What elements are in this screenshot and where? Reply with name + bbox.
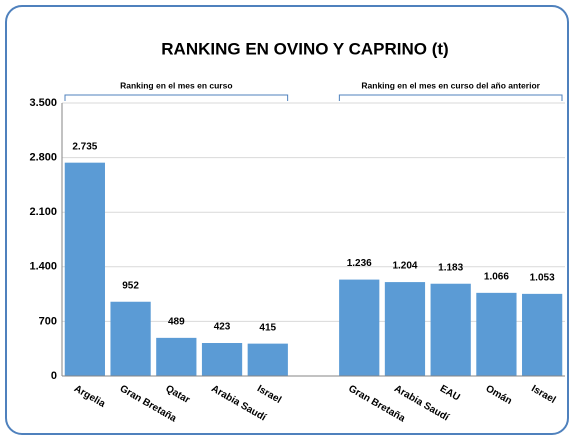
value-label: 415 (259, 322, 276, 333)
group-label: Ranking en el mes en curso del año anter… (361, 80, 540, 90)
value-label: 1.236 (347, 258, 372, 269)
bar (64, 162, 105, 376)
value-label: 1.053 (530, 273, 555, 284)
bar (247, 343, 288, 376)
bar (156, 337, 197, 376)
bar (201, 343, 243, 376)
value-label: 489 (168, 316, 185, 327)
y-tick-label: 0 (51, 370, 57, 382)
bar (476, 292, 517, 376)
bar (339, 279, 380, 376)
y-tick-label: 2.800 (29, 152, 57, 164)
value-label: 952 (122, 280, 139, 291)
value-label: 1.066 (484, 271, 509, 282)
y-tick-label: 3.500 (29, 97, 57, 109)
value-label: 2.735 (72, 141, 97, 152)
chart-title: RANKING EN OVINO Y CAPRINO (t) (161, 39, 448, 58)
group-bracket (64, 94, 289, 101)
bar (522, 293, 563, 376)
value-label: 1.204 (392, 261, 417, 272)
y-tick-label: 700 (39, 315, 57, 327)
bar (384, 282, 426, 376)
bar (430, 283, 471, 376)
group-bracket (338, 94, 563, 101)
group-label: Ranking en el mes en curso (120, 80, 232, 90)
value-label: 423 (214, 322, 231, 333)
y-tick-label: 1.400 (29, 261, 57, 273)
y-tick-label: 2.100 (29, 206, 57, 218)
value-label: 1.183 (438, 262, 463, 273)
bar (110, 301, 151, 376)
